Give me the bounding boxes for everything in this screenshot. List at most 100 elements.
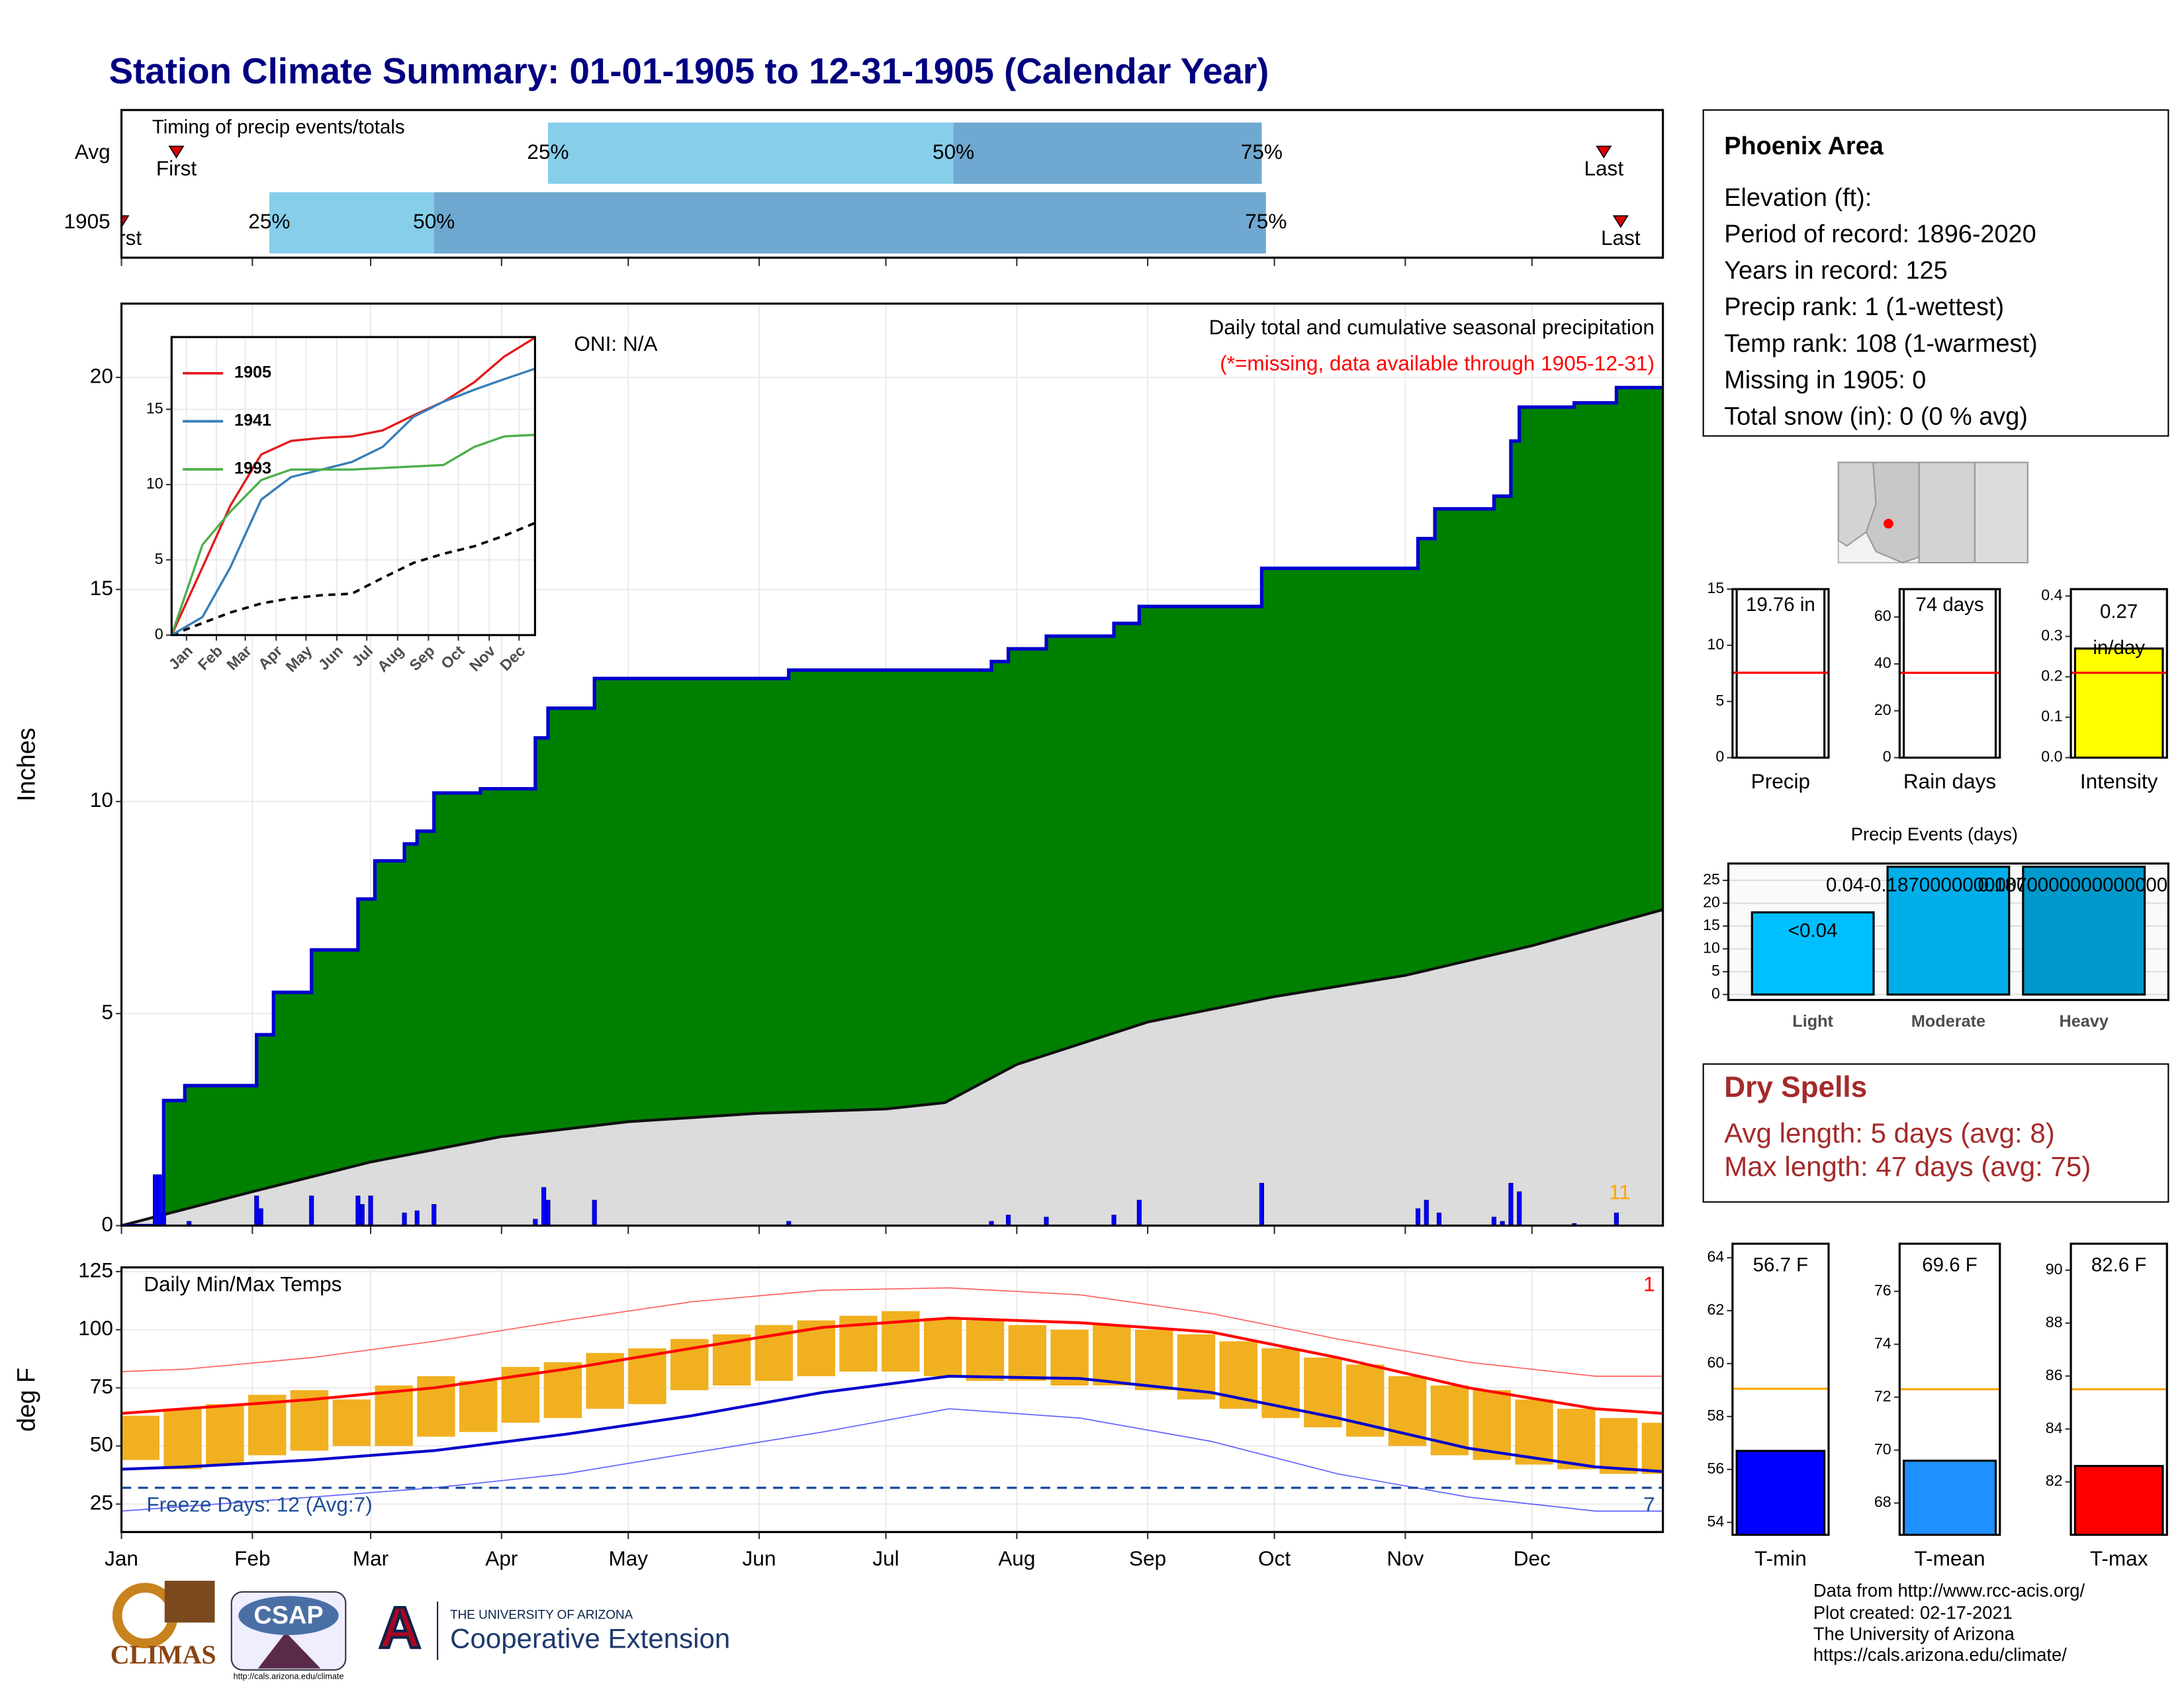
credit: Data from http://www.rcc-acis.org/ xyxy=(1813,1580,2085,1601)
category-label: Intensity xyxy=(2080,769,2158,793)
plot-area: <0.040.04-0.187000000000000030.187000000… xyxy=(1751,865,2168,996)
x-tick-label: Aug xyxy=(998,1546,1035,1570)
daily-bar xyxy=(359,1204,365,1226)
row-label: 1905 xyxy=(64,209,111,233)
plot-area xyxy=(1732,1387,1829,1535)
plot-area xyxy=(2071,647,2167,758)
timing-marker xyxy=(121,215,130,228)
chart-title: Daily Min/Max Temps xyxy=(144,1272,341,1295)
timing-marker xyxy=(1596,146,1612,159)
main-title: Station Climate Summary: 01-01-1905 to 1… xyxy=(109,50,1269,91)
csap-cloud xyxy=(238,1596,339,1636)
category-label: Moderate xyxy=(1911,1012,1985,1031)
y-tick-label: 10 xyxy=(90,788,113,812)
record-low-line xyxy=(121,1408,1663,1512)
y-tick-label: 50 xyxy=(90,1432,113,1456)
daily-bar xyxy=(368,1196,373,1226)
record-high-line xyxy=(121,1287,1663,1377)
credit: The University of Arizona xyxy=(1813,1623,2015,1644)
y-tick-label: 10 xyxy=(1703,939,1720,957)
legend-label: 1905 xyxy=(234,363,271,382)
logos: CLIMAS CSAP http://cals.arizona.edu/clim… xyxy=(111,1580,730,1681)
value-label: 19.76 in xyxy=(1746,594,1815,616)
daily-range xyxy=(1093,1325,1131,1386)
credit: Plot created: 02-17-2021 xyxy=(1813,1603,2013,1623)
dry-spells-box xyxy=(1702,1063,2169,1203)
csap-logo-text: CSAP xyxy=(253,1602,323,1630)
daily-bar xyxy=(1614,1212,1619,1226)
timing-bar xyxy=(953,122,1262,184)
daily-range xyxy=(1473,1390,1511,1460)
daily-range xyxy=(1008,1325,1046,1382)
y-tick-label: 5 xyxy=(101,1000,113,1023)
y-tick-label: 60 xyxy=(1707,1354,1724,1371)
x-tick-label: Feb xyxy=(234,1546,270,1570)
average-line xyxy=(171,522,535,635)
daily-range xyxy=(1515,1399,1553,1465)
row-label: Avg xyxy=(75,140,111,164)
plot-frame xyxy=(1898,1243,2001,1536)
y-tick-label: 68 xyxy=(1874,1493,1891,1511)
x-tick-label: Jan xyxy=(105,1546,138,1570)
timing-bar xyxy=(433,192,1266,254)
daily-bar xyxy=(1044,1217,1049,1226)
x-tick-label: Mar xyxy=(353,1546,388,1570)
marker-label: Last xyxy=(1601,226,1641,250)
marker-label: 25% xyxy=(248,209,290,233)
y-tick-label: 20 xyxy=(90,363,113,387)
y-tick-label: 84 xyxy=(2046,1419,2063,1436)
marker-label: Last xyxy=(1584,156,1623,180)
daily-bar xyxy=(1259,1182,1265,1226)
bin-label: <0.04 xyxy=(1788,919,1838,941)
y-tick-label: 25 xyxy=(1703,870,1720,888)
map-state xyxy=(1918,461,1976,564)
y-tick-label: 5 xyxy=(1715,692,1724,709)
station-line: Years in record: 125 xyxy=(1724,257,1947,285)
plot-frame xyxy=(1731,1243,1830,1536)
daily-range xyxy=(206,1404,244,1465)
timing-marker xyxy=(168,146,185,159)
dry-spells-line: Avg length: 5 days (avg: 8) xyxy=(1724,1117,2055,1149)
station-line: Period of record: 1896-2020 xyxy=(1724,220,2036,248)
value-label: 74 days xyxy=(1915,594,1983,616)
daily-bar xyxy=(402,1212,407,1226)
map-state xyxy=(1974,461,2028,564)
daily-bar xyxy=(432,1204,437,1226)
category-label: Light xyxy=(1792,1012,1833,1031)
x-tick-label: Jul xyxy=(872,1546,899,1570)
oni-label: ONI: N/A xyxy=(574,332,657,355)
legend-label: 1993 xyxy=(234,459,271,478)
daily-bar xyxy=(153,1174,158,1226)
category-label: Heavy xyxy=(2060,1012,2109,1031)
plot-area xyxy=(121,385,1663,1226)
marker-label: 25% xyxy=(527,140,569,164)
daily-bar xyxy=(1136,1199,1142,1226)
daily-range xyxy=(966,1320,1005,1382)
station-line: Total snow (in): 0 (0 % avg) xyxy=(1724,403,2028,431)
climas-emblem xyxy=(164,1580,215,1623)
y-tick-label: 125 xyxy=(78,1258,113,1282)
daily-bar xyxy=(1415,1208,1421,1226)
bar xyxy=(1903,1460,1997,1535)
normal-min-line xyxy=(121,1374,1663,1474)
category-label: T-min xyxy=(1754,1546,1807,1570)
marker-label: 50% xyxy=(413,209,455,233)
bar xyxy=(2073,1465,2164,1535)
daily-range xyxy=(332,1399,371,1446)
bar xyxy=(2073,647,2164,758)
cumulative-line xyxy=(121,385,1663,1226)
timing-bar xyxy=(269,192,434,254)
y-tick-label: 20 xyxy=(1874,701,1891,718)
chart-title: Daily total and cumulative seasonal prec… xyxy=(1209,315,1655,339)
y-tick-label: 10 xyxy=(146,475,163,492)
category-label: T-max xyxy=(2090,1546,2148,1570)
x-tick-label: Sep xyxy=(1129,1546,1166,1570)
daily-range xyxy=(1346,1364,1385,1437)
marker-label: 75% xyxy=(1241,140,1283,164)
ua-extension: Cooperative Extension xyxy=(450,1623,730,1654)
daily-bar xyxy=(1111,1215,1116,1226)
climas-logo-text: CLIMAS xyxy=(111,1640,216,1669)
daily-range xyxy=(1641,1423,1663,1474)
daily-range xyxy=(1599,1418,1638,1474)
station-line: Elevation (ft): xyxy=(1724,184,1872,212)
